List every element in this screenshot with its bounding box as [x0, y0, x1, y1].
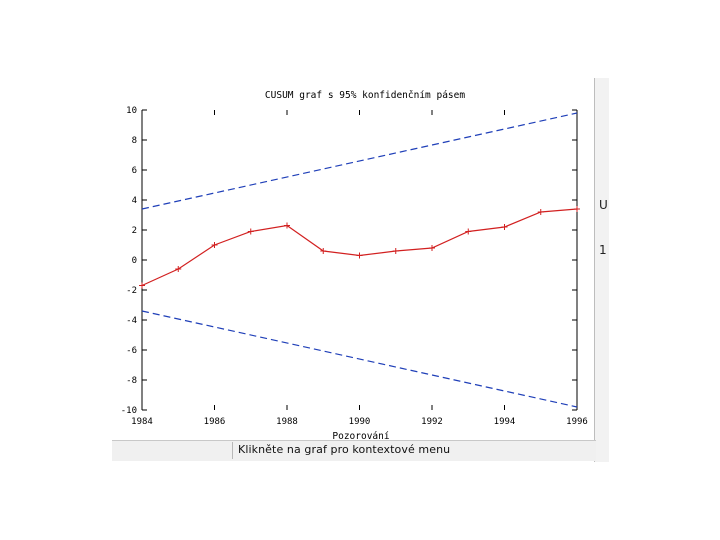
y-tick-label: 2 — [132, 226, 137, 236]
cusum-point — [429, 245, 435, 251]
x-tick-label: 1988 — [276, 417, 298, 427]
upper-bound-line — [141, 112, 578, 210]
chart-window[interactable] — [112, 78, 606, 462]
y-tick-label: 4 — [132, 196, 137, 206]
y-tick-label: -4 — [126, 316, 137, 326]
plot-area — [139, 112, 580, 408]
y-tick-label: 8 — [132, 136, 137, 146]
y-tick-label: 0 — [132, 256, 137, 266]
lower-bound-line — [141, 310, 578, 408]
cusum-point — [284, 222, 290, 229]
right-panel — [594, 78, 609, 462]
x-tick-label: 1986 — [204, 417, 226, 427]
right-panel-fragment: 1 — [599, 243, 607, 257]
cusum-point — [392, 248, 399, 254]
status-bar — [112, 440, 596, 461]
status-separator — [232, 442, 233, 459]
status-text: Klikněte na graf pro kontextové menu — [238, 443, 451, 456]
cusum-point — [320, 248, 327, 254]
cusum-point — [139, 282, 145, 289]
y-tick-label: -10 — [121, 406, 137, 416]
cusum-point — [574, 206, 580, 212]
x-axis-label: Pozorování — [332, 431, 389, 442]
y-tick-label: 10 — [126, 106, 137, 116]
cusum-line — [141, 208, 578, 287]
chart-title: CUSUM graf s 95% konfidenčním pásem — [265, 90, 465, 101]
x-tick-label: 1984 — [131, 417, 153, 427]
cusum-point — [247, 228, 254, 235]
y-tick-label: -6 — [126, 346, 137, 356]
x-tick-label: 1992 — [421, 417, 443, 427]
cusum-point — [175, 266, 182, 272]
cusum-point — [356, 252, 363, 259]
cusum-point — [537, 209, 544, 215]
x-tick-label: 1994 — [494, 417, 516, 427]
y-tick-label: 6 — [132, 166, 137, 176]
cusum-point — [501, 224, 508, 230]
cusum-point — [465, 228, 472, 235]
y-tick-label: -2 — [126, 286, 137, 296]
right-panel-fragment: U — [599, 198, 608, 212]
cusum-point — [211, 242, 218, 248]
x-tick-label: 1990 — [349, 417, 371, 427]
y-tick-label: -8 — [126, 376, 137, 386]
x-tick-label: 1996 — [566, 417, 588, 427]
